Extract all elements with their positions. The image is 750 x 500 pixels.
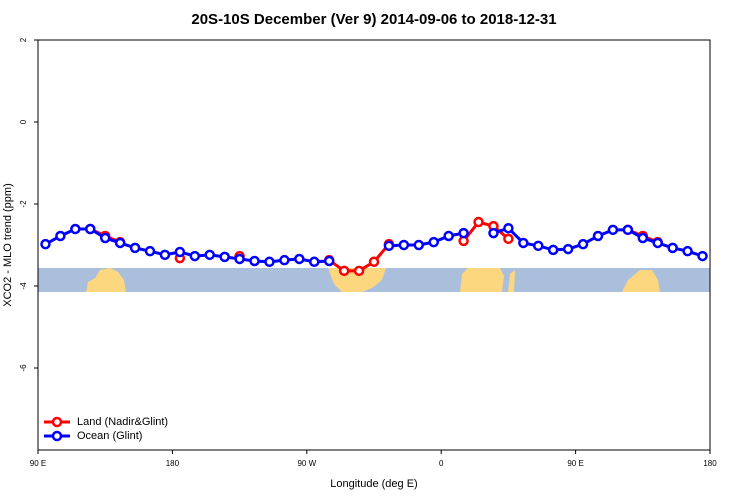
y-tick-label: -2 (19, 200, 28, 208)
point (682, 245, 693, 257)
plot-frame (37, 39, 711, 451)
point (159, 249, 171, 261)
x-tick-label: 90 E (30, 459, 46, 468)
point (114, 237, 126, 249)
point (174, 246, 186, 258)
point (219, 251, 230, 263)
point (518, 237, 529, 249)
point (204, 249, 215, 261)
point (40, 238, 51, 250)
point (309, 256, 320, 268)
x-tick-label: 90 E (567, 459, 583, 468)
y-axis-label: XCO2 - MLO trend (ppm) (2, 183, 14, 306)
point (55, 230, 66, 242)
point (99, 232, 111, 244)
point (249, 255, 260, 267)
point (637, 232, 649, 244)
point (129, 242, 141, 254)
legend-label: Land (Nadir&Glint) (77, 416, 168, 428)
point (294, 253, 305, 265)
legend-marker (51, 416, 63, 428)
point (234, 253, 245, 265)
point (473, 216, 484, 228)
point (338, 265, 350, 277)
point (144, 245, 156, 257)
legend-label: Ocean (Glint) (77, 430, 142, 442)
point (189, 250, 201, 262)
point (547, 244, 559, 256)
point (428, 236, 439, 248)
point (85, 223, 96, 235)
point (503, 233, 514, 245)
point (622, 224, 634, 236)
point (577, 238, 589, 250)
x-axis-label: Longitude (deg E) (330, 478, 417, 490)
point (652, 237, 663, 249)
point (697, 250, 708, 262)
x-tick-label: 90 W (297, 459, 316, 468)
x-tick-label: 180 (703, 459, 717, 468)
y-tick-label: -6 (19, 364, 28, 372)
y-tick-label: -4 (19, 282, 28, 290)
point (533, 240, 544, 252)
x-tick-label: 0 (439, 459, 444, 468)
point (488, 227, 499, 239)
point (398, 239, 410, 251)
point (503, 222, 514, 234)
point (562, 243, 574, 255)
point (443, 230, 454, 242)
point (592, 230, 604, 242)
point (607, 224, 619, 236)
point (413, 239, 425, 251)
y-tick-label: 2 (19, 37, 28, 42)
legend-marker (51, 430, 63, 442)
point (353, 265, 365, 277)
point (368, 256, 380, 268)
point (264, 256, 275, 268)
point (667, 242, 678, 254)
x-tick-label: 180 (166, 459, 180, 468)
point (279, 254, 290, 266)
chart-title: 20S-10S December (Ver 9) 2014-09-06 to 2… (191, 11, 556, 28)
y-tick-label: 0 (19, 119, 28, 124)
land-map (86, 268, 660, 292)
point (383, 240, 395, 252)
series-line (462, 220, 510, 242)
point (458, 227, 469, 239)
point (70, 223, 81, 235)
point (323, 255, 335, 267)
